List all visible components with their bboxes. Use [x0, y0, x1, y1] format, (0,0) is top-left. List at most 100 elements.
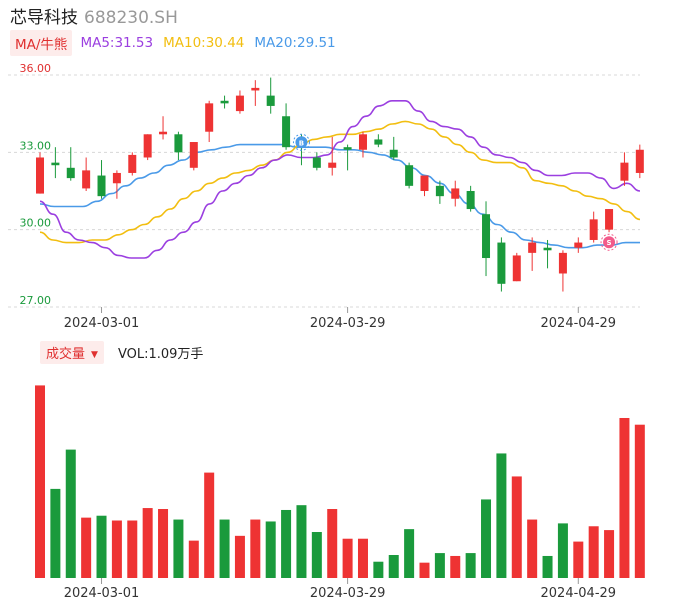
candle-down — [97, 160, 106, 199]
volume-bar-down — [542, 555, 553, 578]
candle-down — [543, 239, 552, 269]
volume-bar-up — [634, 424, 645, 578]
volume-bar-up — [511, 476, 522, 578]
candle-body — [66, 167, 75, 179]
volume-legend: 成交量 ▼ VOL:1.09万手 — [40, 340, 204, 364]
candle-body — [36, 157, 44, 194]
candle-body — [112, 172, 121, 184]
volume-indicator-label: 成交量 — [46, 346, 86, 362]
volume-bar-down — [296, 505, 307, 578]
candle-body — [266, 95, 275, 106]
candle-down — [389, 136, 398, 161]
candle-down — [405, 162, 414, 189]
signal-ring — [292, 133, 310, 151]
candle-down — [66, 147, 75, 181]
stock-title: 芯导科技 688230.SH — [10, 3, 178, 28]
candle-body — [512, 255, 521, 282]
dropdown-arrow-icon: ▼ — [91, 349, 98, 360]
volume-bar-down — [219, 519, 230, 578]
volume-indicator-selector[interactable]: 成交量 ▼ — [40, 340, 104, 364]
candle-up — [451, 180, 460, 207]
ma5-value: MA5:31.53 — [80, 35, 154, 51]
candle-body — [620, 162, 629, 181]
volume-bar-up — [81, 517, 92, 578]
candle-up — [251, 80, 260, 106]
candle-body — [558, 252, 567, 274]
candle-body — [451, 188, 460, 199]
candle-up — [574, 237, 583, 253]
signal-label: B — [299, 139, 304, 147]
volume-bar-up — [327, 509, 338, 578]
candle-body — [635, 149, 644, 173]
volume-bar-up — [142, 508, 153, 578]
candle-body — [312, 157, 321, 168]
volume-bar-up — [450, 555, 461, 578]
volume-bar-down — [496, 453, 507, 578]
volume-bar-up — [573, 541, 584, 578]
volume-date-tick-label: 2024-03-01 — [64, 586, 140, 601]
ma-indicator-selector[interactable]: MA/牛熊 — [10, 30, 73, 56]
date-tick-label: 2024-03-29 — [310, 316, 386, 331]
volume-bar-up — [604, 530, 615, 578]
volume-bar-down — [373, 561, 384, 578]
candle-body — [605, 209, 614, 230]
price-tick-label: 33.00 — [20, 139, 52, 152]
stock-name: 芯导科技 — [10, 8, 78, 28]
candle-down — [466, 185, 475, 212]
volume-bar-down — [404, 529, 415, 578]
candle-down — [482, 201, 491, 277]
volume-bar-up — [250, 519, 261, 578]
volume-bar-up — [204, 472, 215, 578]
candle-body — [282, 116, 291, 148]
signal-dot — [295, 136, 308, 149]
candle-body — [128, 154, 137, 173]
candle-up — [528, 237, 537, 271]
price-tick-label: 27.00 — [20, 294, 52, 307]
candle-body — [189, 142, 198, 168]
volume-bar-up — [419, 562, 430, 578]
volume-date-tick-label: 2024-04-29 — [541, 586, 617, 601]
candle-up — [558, 250, 567, 292]
ma-legend: MA/牛熊 MA5:31.53 MA10:30.44 MA20:29.51 — [10, 30, 346, 56]
buy-signal-icon: B — [292, 133, 310, 151]
candle-body — [159, 131, 168, 135]
signal-ring — [600, 233, 618, 251]
candle-body — [466, 191, 475, 210]
candle-up — [205, 100, 214, 143]
volume-bar-down — [50, 488, 61, 578]
volume-bar-down — [434, 553, 445, 578]
candle-body — [251, 87, 260, 91]
candle-up — [420, 175, 429, 197]
candle-up — [358, 131, 367, 158]
candle-body — [143, 134, 152, 158]
candle-up — [159, 116, 168, 140]
volume-bar-up — [588, 526, 599, 578]
date-tick-label: 2024-04-29 — [541, 316, 617, 331]
candle-down — [282, 103, 291, 150]
volume-bar-up — [35, 385, 45, 578]
candle-up — [82, 157, 91, 191]
candle-up — [128, 152, 137, 176]
volume-bar-down — [557, 523, 568, 578]
candle-down — [435, 180, 444, 204]
volume-bar-down — [388, 555, 399, 578]
candle-body — [528, 242, 537, 253]
date-tick-label: 2024-03-01 — [64, 316, 140, 331]
volume-value: VOL:1.09万手 — [117, 346, 204, 362]
volume-bar-down — [481, 499, 492, 578]
candle-body — [174, 134, 183, 153]
signal-dot — [603, 236, 616, 249]
candle-down — [266, 77, 275, 114]
ma20-line — [39, 143, 640, 249]
volume-bar-down — [311, 532, 322, 578]
stock-code: 688230.SH — [84, 8, 178, 28]
candle-down — [220, 95, 229, 109]
candle-body — [405, 165, 414, 186]
candle-body — [435, 185, 444, 197]
candle-up — [589, 211, 598, 243]
volume-bar-down — [281, 509, 292, 578]
signal-label: S — [607, 239, 612, 247]
candle-down — [343, 144, 352, 171]
candle-body — [51, 162, 60, 166]
